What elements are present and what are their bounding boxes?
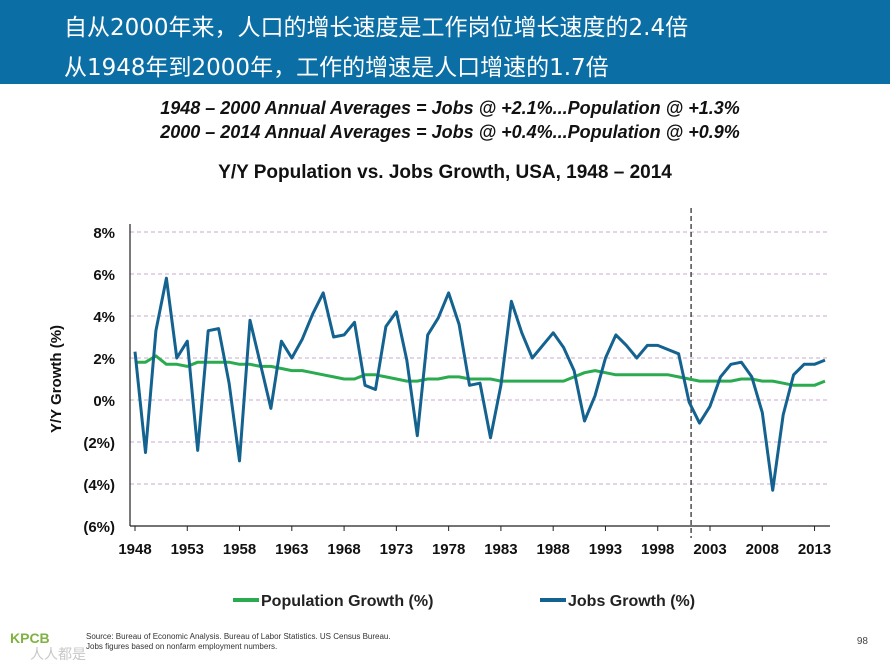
y-tick-label: (6%) [83, 519, 115, 536]
x-tick-label: 1973 [380, 541, 413, 558]
y-tick-label: (2%) [83, 435, 115, 452]
y-tick-label: 0% [93, 393, 115, 410]
y-tick-label: 8% [93, 225, 115, 242]
source-line-1: Source: Bureau of Economic Analysis. Bur… [86, 632, 391, 641]
series-line-jobs [133, 276, 826, 492]
x-tick-label: 1978 [432, 541, 465, 558]
kpcb-logo: KPCB [10, 630, 50, 646]
x-tick-label: 1963 [275, 541, 308, 558]
x-tick-label: 1968 [327, 541, 360, 558]
source-note: Source: Bureau of Economic Analysis. Bur… [86, 632, 391, 652]
y-tick-label: 4% [93, 309, 115, 326]
x-tick-label: 1993 [589, 541, 622, 558]
title-banner: 自从2000年来，人口的增长速度是工作岗位增长速度的2.4倍 从1948年到20… [0, 0, 890, 84]
y-tick-label: 2% [93, 351, 115, 368]
chart-title: Y/Y Population vs. Jobs Growth, USA, 194… [218, 162, 672, 183]
legend-label: Jobs Growth (%) [568, 593, 695, 610]
page-number: 98 [856, 636, 868, 647]
series-line-population [135, 354, 826, 387]
headline-line-1: 自从2000年来，人口的增长速度是工作岗位增长速度的2.4倍 [64, 15, 689, 41]
source-line-2: Jobs figures based on nonfarm employment… [86, 642, 278, 651]
y-tick-label: (4%) [83, 477, 115, 494]
watermark: 人人都是 [30, 647, 86, 663]
y-tick-label: 6% [93, 267, 115, 284]
x-tick-label: 1948 [118, 541, 151, 558]
x-tick-label: 2008 [746, 541, 779, 558]
legend-label: Population Growth (%) [261, 593, 433, 610]
x-tick-label: 2013 [798, 541, 831, 558]
x-tick-label: 1998 [641, 541, 674, 558]
headline-line-2: 从1948年到2000年，工作的增速是人口增速的1.7倍 [64, 55, 609, 81]
averages-2000-2014: 2000 – 2014 Annual Averages = Jobs @ +0.… [160, 122, 740, 142]
x-tick-label: 1958 [223, 541, 256, 558]
x-tick-label: 1953 [171, 541, 204, 558]
x-tick-label: 2003 [693, 541, 726, 558]
x-tick-label: 1983 [484, 541, 517, 558]
averages-1948-2000: 1948 – 2000 Annual Averages = Jobs @ +2.… [160, 98, 740, 118]
x-tick-label: 1988 [536, 541, 569, 558]
y-axis-title: Y/Y Growth (%) [48, 325, 65, 433]
